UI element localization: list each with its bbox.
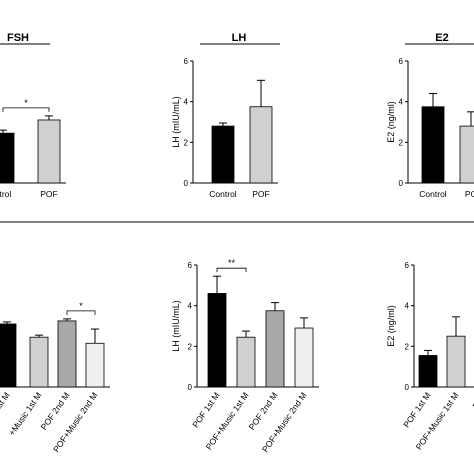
panel-lh-top: 0 2 4 6 LH (mIU/mL) LH Control POF <box>171 32 280 199</box>
y-tick-label: 6 <box>188 261 193 270</box>
bar <box>265 310 285 388</box>
y-tick-label: 4 <box>184 98 189 107</box>
bar <box>0 132 15 184</box>
category-label: Control <box>209 189 237 199</box>
category-label: 1st M <box>0 390 12 413</box>
panel-fsh-top: FSH ntrol POF * <box>0 32 66 199</box>
panel-title: E2 <box>435 32 448 44</box>
category-label: POF 1st M <box>190 390 221 429</box>
bar <box>446 335 466 388</box>
category-label: POF <box>40 189 57 199</box>
y-tick-label: 0 <box>405 383 410 392</box>
y-tick-label: 2 <box>188 342 193 351</box>
category-label: ntrol <box>0 189 11 199</box>
y-axis-label: LH (mIU/mL) <box>171 300 181 352</box>
bar <box>211 125 235 184</box>
bar <box>418 355 438 388</box>
bar <box>85 342 105 388</box>
bar <box>249 106 273 184</box>
y-tick-label: 2 <box>184 138 189 147</box>
bar <box>0 323 17 388</box>
y-tick-label: 0 <box>188 383 193 392</box>
category-label: PO <box>465 189 474 199</box>
bar <box>207 293 227 388</box>
category-label: POF 1st M <box>401 390 432 429</box>
bar <box>421 106 445 184</box>
y-tick-label: 6 <box>405 261 410 270</box>
panel-title: FSH <box>7 32 29 44</box>
y-tick-label: 2 <box>399 138 404 147</box>
category-label: POF <box>252 189 269 199</box>
bar <box>459 125 474 184</box>
y-tick-label: 0 <box>399 179 404 188</box>
bar <box>294 327 314 388</box>
significance-bracket <box>66 310 96 315</box>
panel-title: LH <box>232 32 247 44</box>
y-axis-label: E2 (ng/ml) <box>386 305 396 347</box>
bar <box>37 119 61 184</box>
significance-bracket <box>2 107 50 112</box>
bar <box>236 336 256 388</box>
y-tick-label: 4 <box>188 302 193 311</box>
y-tick-label: 4 <box>405 302 410 311</box>
y-tick-label: 2 <box>405 342 410 351</box>
y-axis-label: E2 (ng/ml) <box>386 101 396 143</box>
significance-bracket <box>216 267 247 273</box>
category-label: POF <box>470 390 474 410</box>
y-tick-label: 0 <box>184 179 189 188</box>
y-tick-label: 6 <box>184 57 189 66</box>
category-label: Control <box>419 189 447 199</box>
significance-label: * <box>24 98 28 108</box>
bar <box>29 336 49 388</box>
y-tick-label: 4 <box>399 98 404 107</box>
panel-e2-top: 0 2 4 6 E2 (ng/ml) E2 Control PO <box>386 32 474 199</box>
y-axis-label: LH (mIU/mL) <box>171 96 181 148</box>
category-label: +Music 1st M <box>7 390 44 437</box>
y-tick-label: 6 <box>399 57 404 66</box>
bar <box>57 320 77 388</box>
significance-label: ** <box>228 258 236 268</box>
significance-label: * <box>79 301 83 311</box>
